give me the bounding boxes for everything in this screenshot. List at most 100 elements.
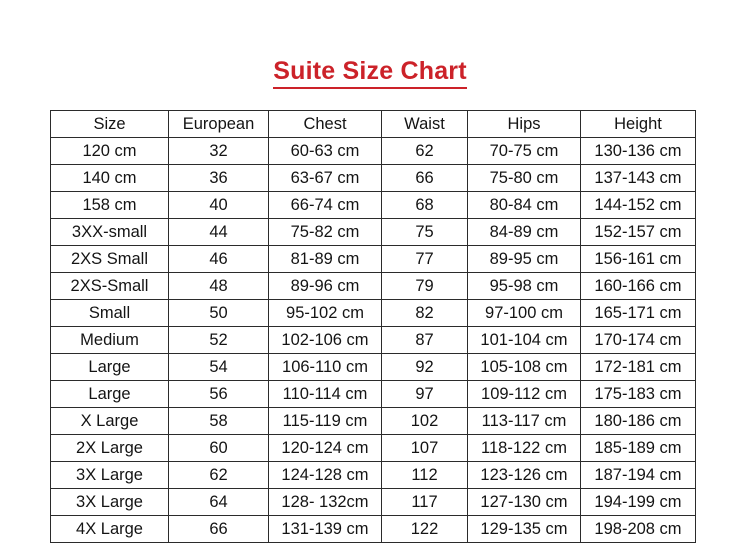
table-row: 3X Large 64 128- 132cm 117 127-130 cm 194-199… [50, 488, 696, 516]
cell-chest: 81-89 cm [268, 245, 382, 273]
cell-hips: 70-75 cm [467, 137, 581, 165]
column-header-size: Size [50, 110, 169, 138]
cell-height: 156-161 cm [580, 245, 696, 273]
cell-chest: 63-67 cm [268, 164, 382, 192]
cell-height: 160-166 cm [580, 272, 696, 300]
cell-european: 36 [168, 164, 269, 192]
cell-size: 4X Large [50, 515, 169, 543]
cell-size: 120 cm [50, 137, 169, 165]
cell-height: 198-208 cm [580, 515, 696, 543]
cell-size: 2XS Small [50, 245, 169, 273]
cell-waist: 92 [381, 353, 468, 381]
table-body: 120 cm 32 60-63 cm 62 70-75 cm 130-136 cm 140 … [50, 137, 696, 543]
table-header-row: Size European Chest Waist Hips Height [50, 110, 696, 138]
cell-chest: 106-110 cm [268, 353, 382, 381]
cell-height: 144-152 cm [580, 191, 696, 219]
table-row: 3XX-small 44 75-82 cm 75 84-89 cm 152-157 cm [50, 218, 696, 246]
table-row: 3X Large 62 124-128 cm 112 123-126 cm 187-194… [50, 461, 696, 489]
cell-european: 46 [168, 245, 269, 273]
cell-height: 185-189 cm [580, 434, 696, 462]
cell-waist: 82 [381, 299, 468, 327]
cell-height: 187-194 cm [580, 461, 696, 489]
column-header-height: Height [580, 110, 696, 138]
table-row: 140 cm 36 63-67 cm 66 75-80 cm 137-143 cm [50, 164, 696, 192]
cell-hips: 89-95 cm [467, 245, 581, 273]
cell-waist: 97 [381, 380, 468, 408]
cell-height: 152-157 cm [580, 218, 696, 246]
page-title: Suite Size Chart [0, 57, 740, 89]
cell-size: Medium [50, 326, 169, 354]
cell-waist: 66 [381, 164, 468, 192]
cell-height: 137-143 cm [580, 164, 696, 192]
cell-height: 175-183 cm [580, 380, 696, 408]
table-row: 2X Large 60 120-124 cm 107 118-122 cm 185-189… [50, 434, 696, 462]
cell-height: 180-186 cm [580, 407, 696, 435]
cell-hips: 97-100 cm [467, 299, 581, 327]
cell-waist: 68 [381, 191, 468, 219]
size-chart-table-container: Size European Chest Waist Hips Height 12… [50, 110, 696, 543]
cell-european: 62 [168, 461, 269, 489]
table-row: 158 cm 40 66-74 cm 68 80-84 cm 144-152 cm [50, 191, 696, 219]
cell-size: Large [50, 380, 169, 408]
cell-chest: 102-106 cm [268, 326, 382, 354]
cell-waist: 107 [381, 434, 468, 462]
cell-waist: 77 [381, 245, 468, 273]
cell-waist: 87 [381, 326, 468, 354]
cell-waist: 112 [381, 461, 468, 489]
cell-chest: 75-82 cm [268, 218, 382, 246]
cell-size: Large [50, 353, 169, 381]
table-row: Large 56 110-114 cm 97 109-112 cm 175-183 cm [50, 380, 696, 408]
cell-size: Small [50, 299, 169, 327]
cell-european: 40 [168, 191, 269, 219]
cell-height: 170-174 cm [580, 326, 696, 354]
cell-european: 64 [168, 488, 269, 516]
table-header: Size European Chest Waist Hips Height [50, 110, 696, 138]
cell-hips: 113-117 cm [467, 407, 581, 435]
cell-european: 32 [168, 137, 269, 165]
table-row: 2XS-Small 48 89-96 cm 79 95-98 cm 160-166 cm [50, 272, 696, 300]
table-row: Small 50 95-102 cm 82 97-100 cm 165-171 cm [50, 299, 696, 327]
cell-waist: 122 [381, 515, 468, 543]
cell-chest: 124-128 cm [268, 461, 382, 489]
cell-european: 58 [168, 407, 269, 435]
cell-hips: 84-89 cm [467, 218, 581, 246]
cell-waist: 62 [381, 137, 468, 165]
page-title-text: Suite Size Chart [273, 57, 467, 89]
cell-height: 165-171 cm [580, 299, 696, 327]
table-row: 2XS Small 46 81-89 cm 77 89-95 cm 156-161 cm [50, 245, 696, 273]
cell-size: 2XS-Small [50, 272, 169, 300]
cell-european: 50 [168, 299, 269, 327]
cell-hips: 75-80 cm [467, 164, 581, 192]
cell-chest: 131-139 cm [268, 515, 382, 543]
cell-chest: 89-96 cm [268, 272, 382, 300]
cell-size: 2X Large [50, 434, 169, 462]
cell-hips: 101-104 cm [467, 326, 581, 354]
cell-size: 3X Large [50, 488, 169, 516]
cell-hips: 80-84 cm [467, 191, 581, 219]
cell-chest: 110-114 cm [268, 380, 382, 408]
cell-european: 60 [168, 434, 269, 462]
cell-waist: 79 [381, 272, 468, 300]
cell-chest: 115-119 cm [268, 407, 382, 435]
cell-height: 194-199 cm [580, 488, 696, 516]
table-row: X Large 58 115-119 cm 102 113-117 cm 180-186 … [50, 407, 696, 435]
cell-size: 3XX-small [50, 218, 169, 246]
cell-waist: 75 [381, 218, 468, 246]
table-row: 120 cm 32 60-63 cm 62 70-75 cm 130-136 cm [50, 137, 696, 165]
cell-hips: 109-112 cm [467, 380, 581, 408]
column-header-european: European [168, 110, 269, 138]
column-header-chest: Chest [268, 110, 382, 138]
cell-size: 3X Large [50, 461, 169, 489]
cell-european: 52 [168, 326, 269, 354]
cell-european: 56 [168, 380, 269, 408]
table-row: Large 54 106-110 cm 92 105-108 cm 172-181 cm [50, 353, 696, 381]
cell-waist: 102 [381, 407, 468, 435]
cell-waist: 117 [381, 488, 468, 516]
cell-european: 54 [168, 353, 269, 381]
cell-chest: 128- 132cm [268, 488, 382, 516]
column-header-waist: Waist [381, 110, 468, 138]
table-row: 4X Large 66 131-139 cm 122 129-135 cm 198-208… [50, 515, 696, 543]
cell-hips: 95-98 cm [467, 272, 581, 300]
cell-hips: 123-126 cm [467, 461, 581, 489]
